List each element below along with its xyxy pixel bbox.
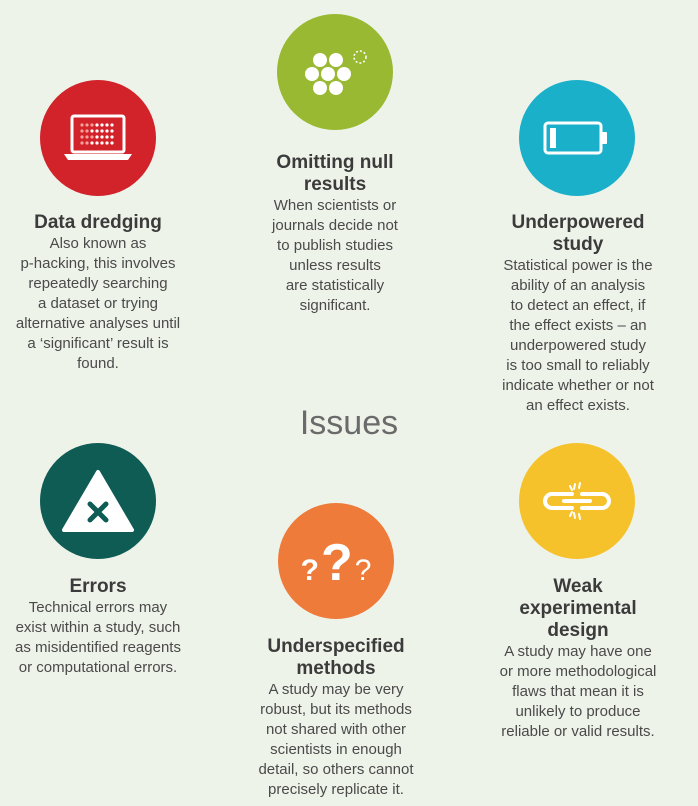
low-battery-icon <box>543 121 607 155</box>
omitting-null-results-desc-line: to publish studies <box>277 237 393 254</box>
weak-experimental-design-desc-line: flaws that mean it is <box>512 683 644 700</box>
underspecified-methods-desc-line: detail, so others cannot <box>258 761 414 778</box>
errors-circle <box>40 443 156 559</box>
dots-cluster-icon <box>305 50 367 95</box>
weak-experimental-design-card: Weak experimental design A study may hav… <box>476 576 680 742</box>
underpowered-study-desc-line: is too small to reliably <box>506 357 650 374</box>
underspecified-methods-desc-line: robust, but its methods <box>260 701 412 718</box>
underspecified-methods-circle: ? ? ? <box>278 503 394 619</box>
data-dredging-desc-line: Also known as <box>49 235 147 252</box>
underspecified-methods-desc-line: scientists in enough <box>270 741 402 758</box>
weak-experimental-design-desc-line: unlikely to produce <box>515 703 641 720</box>
omitting-null-results-desc-line: When scientists or <box>273 197 397 214</box>
data-dredging-circle <box>40 80 156 196</box>
errors-desc-line: Technical errors may <box>28 599 168 616</box>
underspecified-methods-card: Underspecified methods A study may be ve… <box>236 636 436 800</box>
underpowered-study-desc-line: to detect an effect, if <box>510 297 646 314</box>
weak-experimental-design-desc-line: or more methodological <box>499 663 657 680</box>
errors-desc-line: exist within a study, such <box>15 619 181 636</box>
omitting-null-results-title: results <box>303 174 367 195</box>
underpowered-study-circle <box>519 80 635 196</box>
question-mark-small: ? <box>300 554 319 587</box>
underpowered-study-desc-line: underpowered study <box>510 337 646 354</box>
omitting-null-results-title: Omitting null <box>276 152 394 173</box>
underpowered-study-desc-line: an effect exists. <box>526 397 630 414</box>
data-dredging-desc-line: p-hacking, this involves <box>20 255 176 272</box>
underspecified-methods-desc-line: not shared with other <box>265 721 407 738</box>
question-marks-icon: ? ? ? <box>301 533 372 593</box>
omitting-null-results-circle <box>277 14 393 130</box>
underpowered-study-title: study <box>552 234 604 255</box>
data-dredging-card: Data dredging Also known as p-hacking, t… <box>0 212 196 374</box>
errors-title: Errors <box>69 576 127 597</box>
omitting-null-results-desc-line: significant. <box>299 297 371 314</box>
omitting-null-results-desc-line: unless results <box>289 257 381 274</box>
underpowered-study-desc-line: indicate whether or not <box>502 377 654 394</box>
underspecified-methods-desc-line: precisely replicate it. <box>268 781 404 798</box>
omitting-null-results-desc-line: journals decide not <box>272 217 398 234</box>
weak-experimental-design-desc-line: reliable or valid results. <box>501 723 655 740</box>
question-mark-large: ? <box>320 534 353 592</box>
broken-chain-icon <box>543 482 611 520</box>
underspecified-methods-title: methods <box>296 658 376 679</box>
errors-desc-line: or computational errors. <box>18 659 178 676</box>
data-dredging-desc-line: found. <box>77 355 119 372</box>
weak-experimental-design-title: experimental <box>519 598 637 619</box>
weak-experimental-design-title: design <box>547 620 609 641</box>
errors-desc-line: as misidentified reagents <box>15 639 181 656</box>
weak-experimental-design-title: Weak <box>553 576 603 597</box>
underspecified-methods-title: Underspecified <box>267 636 405 657</box>
omitting-null-results-card: Omitting null results When scientists or… <box>240 152 430 316</box>
data-dredging-desc-line: a ‘significant’ result is <box>27 335 169 352</box>
omitting-null-results-desc-line: are statistically <box>285 277 385 294</box>
laptop-icon <box>64 114 132 160</box>
warning-x-icon <box>62 470 134 532</box>
data-dredging-title: Data dredging <box>34 212 162 233</box>
data-dredging-desc-line: a dataset or trying <box>37 295 159 312</box>
question-mark-outline: ? <box>354 554 372 587</box>
underpowered-study-desc-line: ability of an analysis <box>510 277 646 294</box>
underpowered-study-desc-line: the effect exists – an <box>509 317 647 334</box>
center-label: Issues <box>299 404 399 442</box>
underspecified-methods-desc-line: A study may be very <box>268 681 404 698</box>
underpowered-study-desc-line: Statistical power is the <box>503 257 653 274</box>
data-dredging-desc-line: alternative analyses until <box>15 315 181 332</box>
underpowered-study-card: Underpowered study Statistical power is … <box>480 212 676 416</box>
data-dredging-desc-line: repeatedly searching <box>28 275 168 292</box>
underpowered-study-title: Underpowered <box>511 212 645 233</box>
weak-experimental-design-desc-line: A study may have one <box>504 643 652 660</box>
weak-experimental-design-circle <box>519 443 635 559</box>
errors-card: Errors Technical errors may exist within… <box>0 576 196 678</box>
